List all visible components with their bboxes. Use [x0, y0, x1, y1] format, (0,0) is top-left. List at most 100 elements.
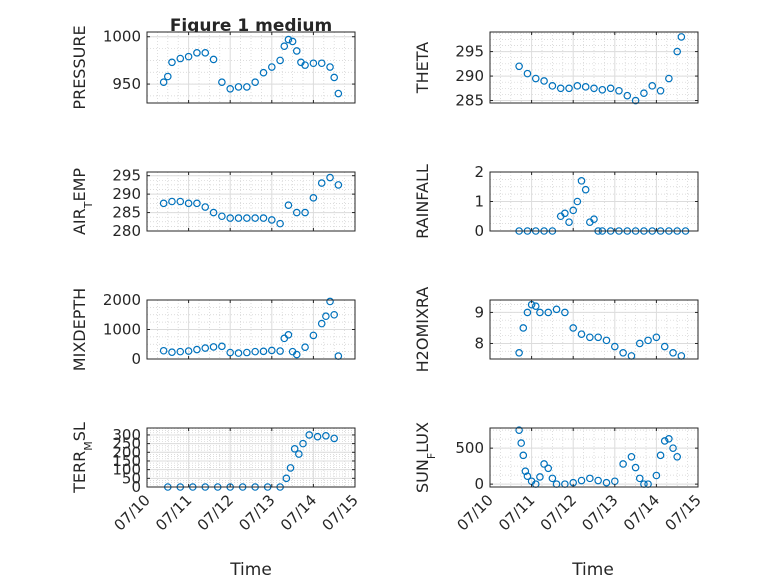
data-point [218, 342, 226, 351]
data-point [184, 347, 193, 355]
data-point [573, 82, 582, 90]
data-point [299, 439, 307, 448]
data-point [523, 69, 532, 78]
y-tick-label: 2000 [103, 291, 141, 309]
y-tick-label: 280 [112, 222, 141, 240]
subplot-pressure: 950 1000 PRESSURE [70, 25, 356, 110]
data-point [164, 72, 172, 81]
data-point [619, 348, 627, 357]
data-point [598, 85, 607, 94]
y-axis-label-rest: EMP [70, 168, 89, 202]
data-point [552, 305, 561, 314]
y-tick-label: 285 [455, 92, 484, 110]
data-point [581, 185, 590, 194]
data-point [548, 474, 557, 483]
data-point [292, 47, 301, 55]
y-tick-label: 300 [112, 426, 141, 444]
data-point [586, 474, 594, 483]
data-point [561, 308, 569, 317]
data-point [326, 297, 334, 306]
y-tick-label: 250 [112, 435, 141, 453]
y-tick-label: 295 [455, 43, 484, 61]
data-point [226, 348, 235, 357]
data-point [619, 460, 627, 468]
data-point [243, 214, 251, 222]
data-point [176, 197, 185, 206]
data-point [286, 464, 295, 472]
x-tick-label: 07/10 [454, 491, 497, 534]
y-tick-label: 150 [112, 452, 141, 470]
data-point [292, 208, 301, 217]
axes-box [146, 427, 356, 488]
data-point [623, 91, 632, 100]
data-point [644, 336, 652, 345]
data-point [317, 179, 326, 187]
data-point [602, 478, 611, 487]
data-point [523, 308, 532, 317]
data-point [301, 343, 309, 352]
data-point [565, 218, 573, 226]
data-point [290, 445, 299, 453]
data-point [234, 83, 243, 91]
data-point [573, 197, 582, 206]
data-point [594, 476, 602, 485]
data-point [635, 339, 644, 348]
subplot-terr-msl: 05010015020025030007/1007/1107/1207/1307… [70, 422, 362, 534]
data-point [590, 215, 598, 224]
data-point [168, 348, 176, 357]
data-point [184, 52, 193, 61]
y-tick-label: 290 [455, 67, 484, 85]
data-point [673, 47, 682, 56]
axes-box [489, 427, 699, 488]
data-point [267, 216, 276, 224]
data-point [201, 203, 210, 211]
data-point [544, 308, 553, 317]
axes-box [489, 31, 699, 104]
data-point [334, 181, 343, 189]
data-point [259, 214, 268, 222]
data-point [168, 197, 176, 206]
data-point [531, 302, 540, 311]
x-tick-label: 07/14 [277, 491, 320, 534]
data-point [577, 476, 586, 485]
data-point [280, 42, 289, 51]
data-point [330, 73, 339, 82]
y-tick-label: 295 [112, 167, 141, 185]
data-point [648, 82, 657, 90]
x-tick-label: 07/15 [319, 491, 362, 534]
y-axis-label-subscript: T [82, 201, 95, 209]
y-tick-label: 1000 [103, 28, 141, 46]
data-point [317, 59, 326, 68]
data-point [602, 336, 611, 345]
data-point [544, 464, 553, 473]
y-axis-label: AIRTEMP [70, 168, 95, 235]
data-point [267, 346, 276, 355]
data-point [322, 432, 330, 440]
data-point [660, 342, 669, 351]
y-axis-label-rest: LUX [413, 422, 432, 453]
y-axis-label-rest: SL [70, 422, 89, 441]
data-point [295, 450, 303, 458]
data-point [251, 214, 259, 222]
data-point [209, 55, 218, 64]
y-axis-label: PRESSURE [70, 25, 89, 109]
subplot-h2omixra: 8 9 H2OMIXRA [413, 287, 699, 372]
data-point [251, 78, 259, 86]
y-tick-label: 1 [474, 193, 484, 211]
data-point [569, 206, 578, 215]
data-point [193, 49, 201, 57]
data-point [581, 83, 590, 91]
data-point [282, 474, 291, 483]
data-point [243, 83, 251, 91]
data-point [259, 68, 268, 77]
data-point [330, 434, 339, 443]
data-point [284, 201, 293, 209]
y-tick-label: 50 [122, 469, 141, 487]
data-point [660, 437, 669, 445]
data-point [519, 324, 528, 332]
data-point [577, 330, 586, 338]
data-point [540, 77, 548, 85]
data-point [218, 212, 226, 221]
